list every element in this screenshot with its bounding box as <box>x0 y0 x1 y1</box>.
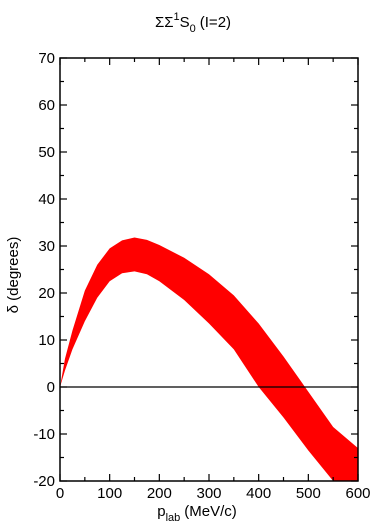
y-tick-label: 0 <box>47 379 55 396</box>
title-state: S <box>180 14 190 31</box>
x-axis-title-suffix: (MeV/c) <box>184 503 237 520</box>
x-tick-label: 200 <box>147 485 172 502</box>
y-tick-label: -20 <box>33 473 55 490</box>
y-tick-label: 10 <box>38 332 55 349</box>
x-axis-title: plab (MeV/c) <box>157 503 237 523</box>
y-axis-title: δ (degrees) <box>5 237 22 314</box>
chart-title: ΣΣ1S0 (I=2) <box>155 11 231 35</box>
x-tick-label: 300 <box>196 485 221 502</box>
y-tick-label: 40 <box>38 191 55 208</box>
x-tick-label: 0 <box>56 485 64 502</box>
x-tick-label: 400 <box>246 485 271 502</box>
x-tick-label: 500 <box>296 485 321 502</box>
tick-layer: 0 100 200 300 400 500 600 -20 -10 0 10 20 30 40 50 60 70 <box>33 50 370 502</box>
title-main: ΣΣ <box>155 14 174 31</box>
phase-shift-band-0 <box>60 237 358 481</box>
x-axis-title-subscript: lab <box>166 512 181 523</box>
y-tick-label: 50 <box>38 144 55 161</box>
title-suffix: (I=2) <box>200 14 231 31</box>
y-tick-label: 70 <box>38 50 55 67</box>
x-axis-title-main: p <box>157 503 165 520</box>
band-layer <box>60 237 358 481</box>
y-tick-label: 20 <box>38 285 55 302</box>
x-tick-label: 100 <box>97 485 122 502</box>
x-tick-label: 600 <box>345 485 370 502</box>
y-tick-label: 60 <box>38 97 55 114</box>
y-tick-label: -10 <box>33 426 55 443</box>
y-tick-label: 30 <box>38 238 55 255</box>
title-subscript: 0 <box>190 23 196 35</box>
title-superscript: 1 <box>174 11 180 23</box>
